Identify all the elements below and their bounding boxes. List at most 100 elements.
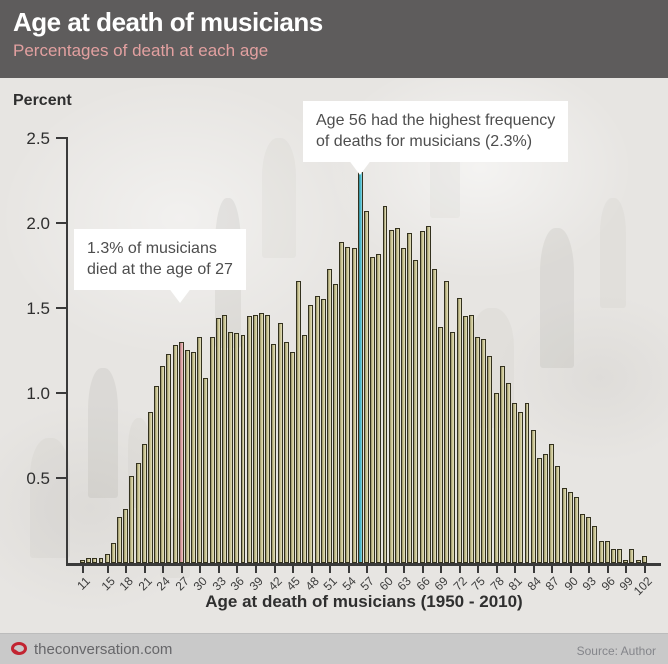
- x-tick-66: [421, 566, 424, 573]
- bar-age-74: [468, 315, 474, 563]
- bar-age-76: [481, 339, 487, 563]
- bar-age-45: [289, 352, 295, 563]
- x-tick-87: [551, 566, 554, 573]
- bar-age-50: [320, 299, 326, 563]
- y-tick-label-2.5: 2.5: [26, 129, 50, 148]
- annotation-pointer-27: [168, 287, 192, 303]
- x-tick-75: [477, 566, 480, 573]
- x-axis-line: [66, 563, 661, 566]
- y-tick-1.0: [56, 392, 66, 394]
- bar-age-69: [438, 327, 444, 563]
- bar-age-102: [641, 556, 647, 563]
- x-tick-42: [273, 566, 276, 573]
- tombstone-shape: [88, 368, 118, 498]
- x-tick-90: [569, 566, 572, 573]
- bar-age-40: [259, 313, 264, 563]
- footer: theconversation.com Source: Author: [0, 633, 668, 664]
- x-tick-18: [125, 566, 128, 573]
- bar-age-36: [234, 333, 240, 563]
- bar-age-34: [222, 315, 227, 563]
- y-tick-2.5: [56, 137, 66, 139]
- x-tick-51: [329, 566, 331, 573]
- bar-age-84: [530, 430, 536, 563]
- bar-age-73: [462, 316, 468, 563]
- bar-age-54: [345, 247, 351, 563]
- x-tick-39: [255, 566, 257, 573]
- bar-age-85: [536, 458, 542, 563]
- x-tick-30: [199, 566, 202, 573]
- bar-age-46: [296, 281, 302, 563]
- bar-age-22: [147, 412, 153, 563]
- bar-age-18: [123, 509, 129, 563]
- bar-age-57: [364, 211, 369, 563]
- bar-age-27: [178, 342, 184, 563]
- bar-age-65: [413, 260, 419, 563]
- annotation-pointer-56: [348, 159, 372, 175]
- x-tick-33: [217, 566, 220, 573]
- bar-age-75: [475, 337, 481, 563]
- x-tick-54: [347, 566, 350, 573]
- bar-age-59: [376, 254, 382, 563]
- bar-age-63: [401, 248, 406, 563]
- bar-age-98: [617, 549, 623, 563]
- x-tick-99: [625, 566, 628, 573]
- bar-age-95: [598, 541, 604, 563]
- chart-area: Percent 2.5 2.0 1.5 1.0 0.5 11 15 18 21 24 27 30 33…: [0, 78, 668, 633]
- bar-age-81: [512, 403, 518, 563]
- bar-age-13: [92, 558, 98, 563]
- bar-age-37: [240, 335, 246, 563]
- annotation-line: died at the age of 27: [87, 261, 233, 278]
- bar-age-77: [487, 356, 493, 563]
- source-credit: Source: Author: [576, 644, 656, 658]
- tombstone-shape: [600, 198, 626, 308]
- bar-age-35: [228, 332, 234, 563]
- bar-age-96: [604, 541, 610, 563]
- x-tick-93: [588, 566, 591, 573]
- bar-age-83: [524, 403, 530, 563]
- tombstone-shape: [262, 138, 296, 258]
- page-subtitle: Percentages of death at each age: [13, 41, 269, 60]
- y-tick-label-2.0: 2.0: [26, 214, 50, 233]
- bar-age-78: [493, 393, 499, 563]
- y-axis-label: Percent: [13, 92, 72, 109]
- bar-age-88: [555, 466, 561, 563]
- x-tick-81: [514, 566, 517, 573]
- x-tick-69: [440, 566, 443, 573]
- bar-age-16: [110, 543, 116, 563]
- x-tick-21: [143, 566, 146, 573]
- x-tick-36: [236, 566, 239, 573]
- bar-age-67: [425, 226, 431, 563]
- bar-age-56: [357, 172, 363, 563]
- x-tick-78: [495, 566, 498, 573]
- bar-age-87: [549, 444, 555, 563]
- bar-age-32: [209, 337, 215, 563]
- theconversation-logo-icon: [11, 642, 27, 655]
- bar-age-30: [197, 337, 203, 563]
- bar-age-38: [246, 316, 252, 563]
- bar-age-79: [499, 366, 505, 563]
- y-tick-label-1.5: 1.5: [26, 299, 50, 318]
- bar-age-97: [610, 549, 616, 563]
- x-tick-102: [643, 566, 646, 573]
- bar-age-70: [444, 281, 450, 563]
- tombstone-shape: [30, 438, 70, 558]
- bar-age-20: [135, 463, 141, 563]
- bar-age-93: [586, 517, 592, 563]
- bar-age-66: [419, 231, 425, 563]
- bar-age-91: [573, 497, 579, 563]
- annotation-age-27: 1.3% of musicians died at the age of 27: [74, 229, 246, 290]
- x-axis-title: Age at death of musicians (1950 - 2010): [205, 592, 523, 611]
- annotation-line: of deaths for musicians (2.3%): [316, 133, 533, 150]
- bar-age-42: [271, 344, 277, 563]
- x-tick-48: [310, 566, 313, 573]
- bar-age-52: [333, 284, 339, 563]
- bar-age-23: [154, 386, 160, 563]
- x-tick-84: [532, 566, 535, 573]
- annotation-line: Age 56 had the highest frequency: [316, 112, 556, 129]
- bar-age-55: [351, 248, 357, 563]
- x-tick-72: [458, 566, 461, 573]
- annotation-line: 1.3% of musicians: [87, 240, 217, 257]
- bar-age-60: [382, 206, 388, 563]
- x-tick-60: [384, 566, 387, 573]
